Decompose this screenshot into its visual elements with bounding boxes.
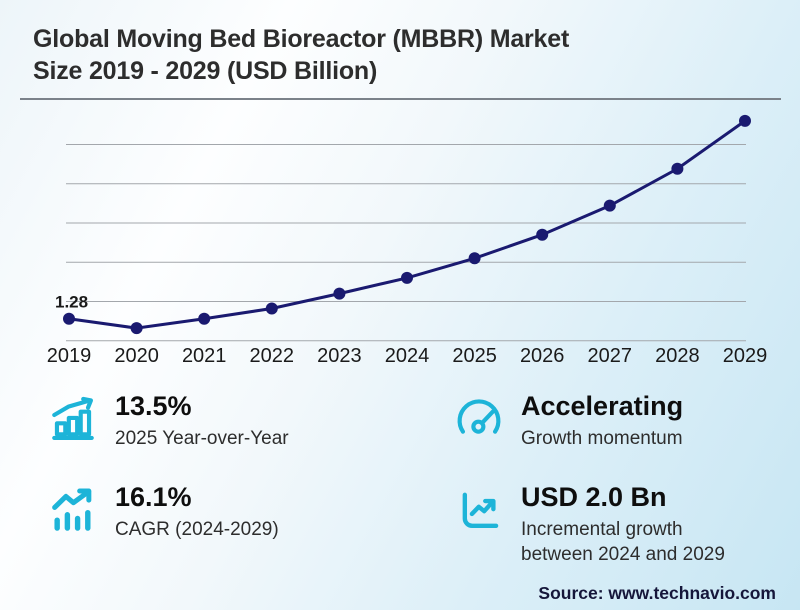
x-axis-label: 2028 [655, 345, 700, 367]
x-axis-label: 2022 [250, 345, 295, 367]
stat-label: CAGR (2024-2029) [115, 519, 279, 540]
stat-value: 13.5% [115, 391, 192, 421]
page-title: Global Moving Bed Bioreactor (MBBR) Mark… [33, 24, 673, 87]
x-axis-label: 2027 [588, 345, 633, 367]
data-point-2027 [603, 199, 616, 212]
stat-text: 16.1% CAGR (2024-2029) [115, 481, 279, 543]
data-point-2020 [130, 322, 143, 335]
stat-text: 13.5% 2025 Year-over-Year [115, 391, 289, 452]
data-point-2025 [468, 252, 481, 265]
market-line-chart: 2019 2020 2021 2022 2023 2024 2025 2026 2027 2028… [47, 114, 768, 367]
stat-cagr: 16.1% CAGR (2024-2029) [48, 481, 454, 568]
stat-label: 2025 Year-over-Year [115, 428, 289, 450]
source-attribution: Source: www.technavio.com [538, 583, 776, 603]
x-axis-label: 2019 [47, 345, 92, 367]
stat-text: Accelerating Growth momentum [521, 391, 684, 452]
stat-momentum: Accelerating Growth momentum [454, 391, 780, 452]
x-axis-label: 2024 [385, 345, 430, 367]
stat-incremental-growth: USD 2.0 Bn Incremental growth between 20… [454, 481, 780, 568]
data-point-2029 [739, 114, 751, 127]
chart-area: 2019 2020 2021 2022 2023 2024 2025 2026 2027 2028… [0, 100, 800, 380]
stat-value: USD 2.0 Bn [521, 481, 667, 512]
market-size-line [68, 119, 746, 330]
trend-line-bars-icon [48, 486, 98, 540]
stat-value: 16.1% [115, 481, 192, 512]
bar-chart-growth-icon [48, 395, 98, 449]
x-axis-label: 2021 [182, 345, 227, 367]
x-axis-label: 2023 [317, 345, 362, 367]
stats-grid: 13.5% 2025 Year-over-Year Accelerating G… [48, 391, 780, 568]
stat-value: Accelerating [521, 391, 684, 421]
title-divider [20, 98, 781, 100]
point-value-label: 1.28 [55, 293, 88, 312]
speedometer-icon [454, 395, 504, 449]
data-point-2021 [198, 312, 211, 325]
x-axis-label: 2020 [114, 345, 159, 367]
x-axis-label: 2026 [520, 345, 565, 367]
data-point-2024 [401, 271, 413, 284]
data-point-2023 [333, 287, 346, 300]
x-axis-label: 2029 [723, 345, 768, 367]
page-title-line2: Size 2019 - 2029 (USD Billion) [33, 56, 378, 85]
data-point-2026 [536, 228, 549, 241]
page-title-line1: Global Moving Bed Bioreactor (MBBR) Mark… [33, 25, 570, 53]
axis-chart-icon [454, 486, 504, 540]
stat-text: USD 2.0 Bn Incremental growth between 20… [521, 481, 736, 568]
data-point-2022 [265, 302, 278, 315]
x-axis-label: 2025 [452, 345, 497, 367]
data-point-2019 [63, 312, 75, 325]
stat-label: Growth momentum [521, 428, 683, 450]
stat-label: Incremental growth between 2024 and 2029 [521, 519, 725, 565]
stat-yoy-growth: 13.5% 2025 Year-over-Year [48, 391, 454, 452]
data-point-2028 [671, 162, 684, 175]
